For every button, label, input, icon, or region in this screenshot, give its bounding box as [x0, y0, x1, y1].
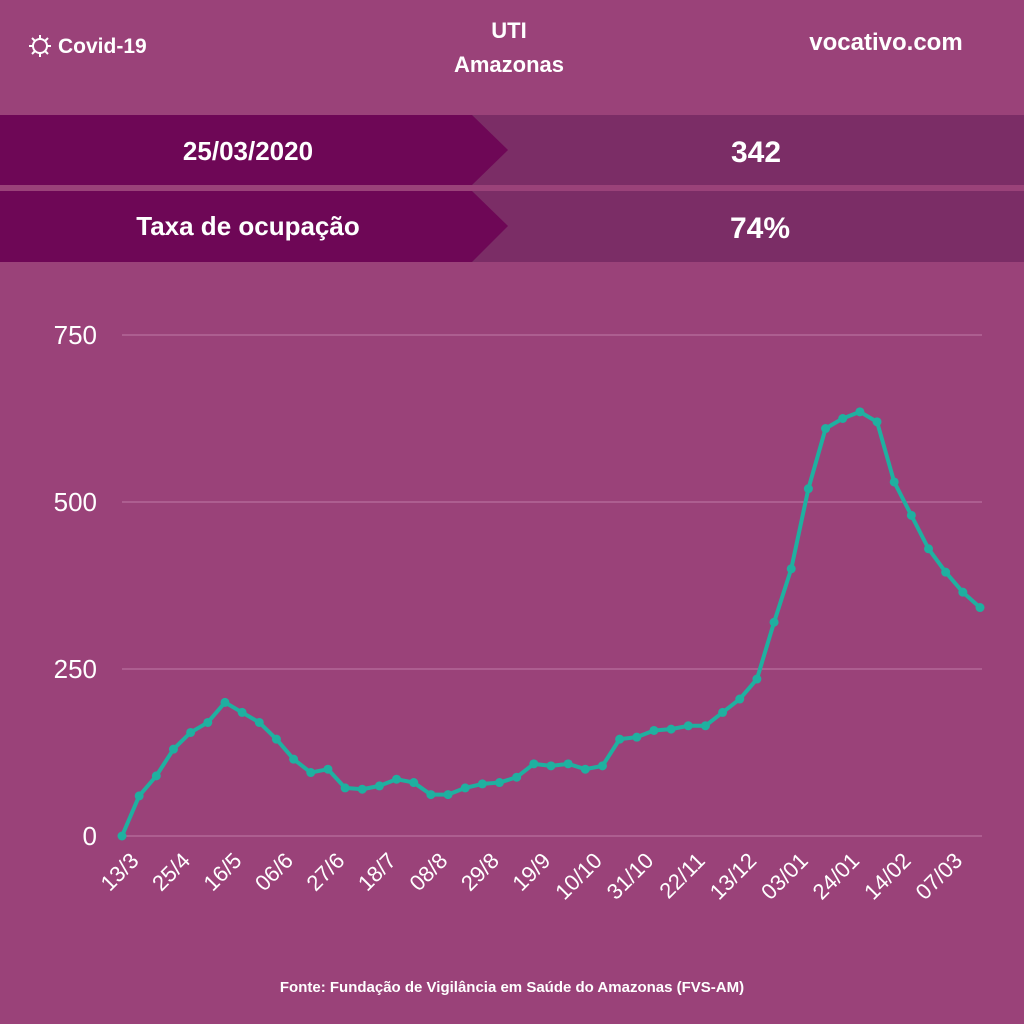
point	[151, 771, 161, 781]
point	[803, 484, 813, 494]
point	[700, 721, 710, 731]
point	[271, 734, 281, 744]
point	[718, 707, 728, 717]
point	[769, 617, 779, 627]
point	[323, 764, 333, 774]
point	[975, 603, 985, 613]
point	[958, 587, 968, 597]
point	[512, 772, 522, 782]
point	[495, 778, 505, 788]
point	[580, 764, 590, 774]
point	[426, 790, 436, 800]
y-tick-label: 250	[54, 654, 97, 684]
point	[186, 727, 196, 737]
point	[529, 759, 539, 769]
point	[786, 564, 796, 574]
table-cell: 74%	[730, 212, 790, 245]
point	[872, 417, 882, 427]
row-label-bg	[0, 115, 508, 185]
point	[838, 414, 848, 423]
source: Fonte: Fundação de Vigilância em Saúde d…	[280, 979, 744, 996]
y-tick-label: 0	[83, 821, 97, 851]
y-tick-label: 500	[54, 487, 97, 517]
point	[821, 424, 831, 434]
point	[615, 734, 625, 744]
table-cell: Taxa de ocupação	[136, 211, 360, 241]
table-cell: 342	[731, 136, 781, 169]
point	[237, 707, 247, 717]
point	[409, 778, 419, 788]
brand: Covid-19	[58, 35, 147, 58]
point	[666, 724, 676, 734]
point	[460, 783, 470, 793]
point	[632, 732, 642, 742]
point	[649, 725, 659, 735]
point	[443, 790, 453, 800]
point	[340, 783, 350, 793]
point	[477, 779, 487, 789]
point	[597, 761, 607, 771]
point	[683, 721, 693, 731]
row-label-bg	[0, 191, 508, 262]
virus-icon	[29, 35, 51, 57]
point	[735, 694, 745, 704]
site: vocativo.com	[809, 29, 962, 56]
point	[289, 754, 299, 764]
y-tick-label: 750	[54, 320, 97, 350]
point	[906, 510, 916, 520]
point	[374, 781, 384, 791]
point	[889, 477, 899, 487]
point	[924, 544, 934, 554]
table-cell: 25/03/2020	[183, 136, 313, 166]
point	[941, 567, 951, 577]
point	[220, 697, 230, 707]
point	[203, 717, 213, 727]
point	[855, 407, 865, 417]
point	[306, 768, 316, 778]
point	[254, 717, 264, 727]
title: UTI	[491, 18, 526, 43]
point	[168, 744, 178, 754]
point	[392, 774, 402, 784]
subtitle: Amazonas	[454, 52, 564, 77]
point	[117, 831, 127, 841]
point	[752, 674, 762, 684]
point	[546, 761, 556, 771]
point	[357, 784, 367, 794]
point	[134, 791, 144, 801]
point	[563, 759, 573, 769]
